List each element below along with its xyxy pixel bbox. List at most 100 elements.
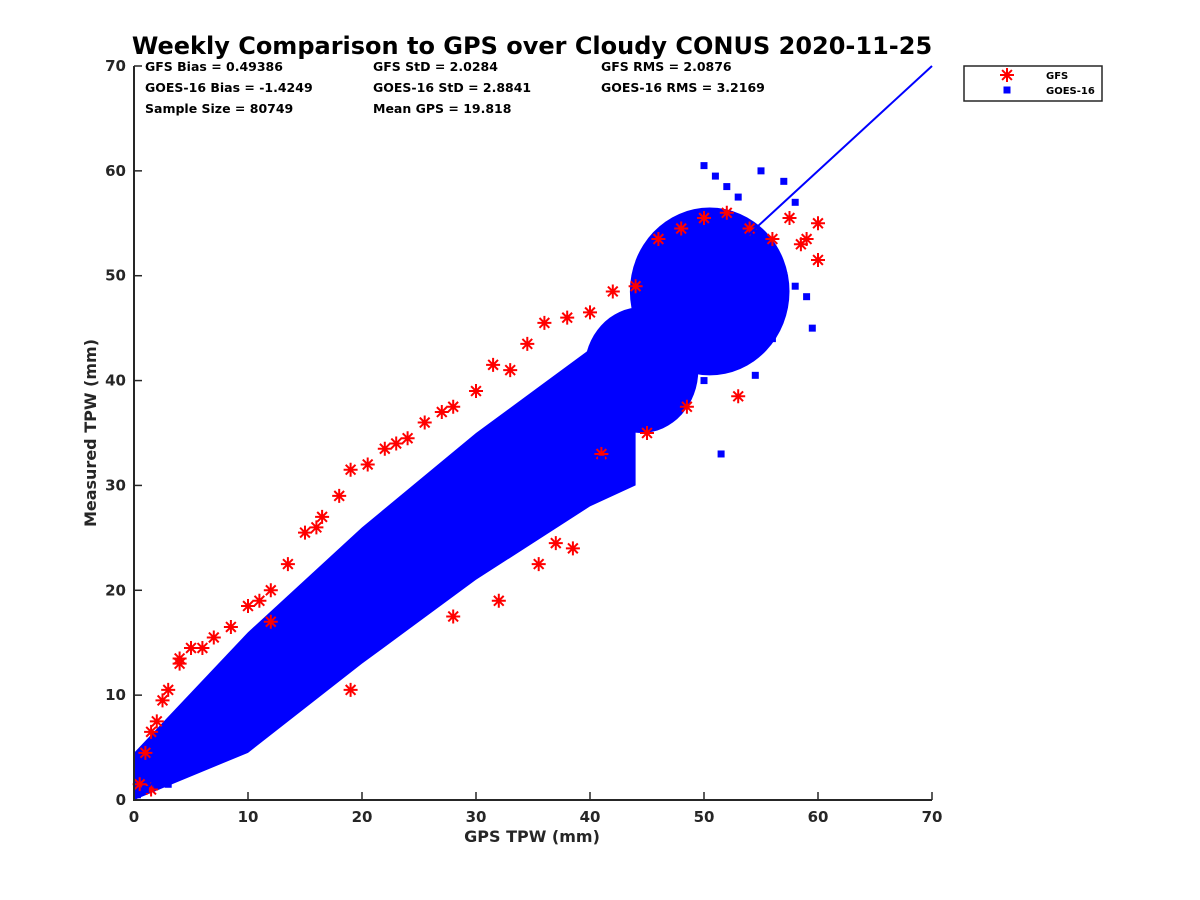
gfs-point xyxy=(469,384,483,399)
goes16-point xyxy=(808,324,816,332)
gfs-point xyxy=(537,315,552,330)
goes16-point xyxy=(529,439,537,447)
goes16-point xyxy=(597,455,605,463)
goes16-point xyxy=(461,502,469,510)
goes16-point xyxy=(449,513,457,521)
goes16-point xyxy=(575,476,583,484)
gfs-point xyxy=(400,431,415,446)
goes16-point xyxy=(381,628,389,636)
goes16-point xyxy=(164,780,172,788)
x-tick-label: 30 xyxy=(466,808,487,826)
goes16-point xyxy=(244,702,252,710)
gfs-point xyxy=(138,745,153,760)
gfs-point xyxy=(377,441,392,456)
gfs-point xyxy=(731,389,746,404)
goes16-std-text: GOES-16 StD = 2.8841 xyxy=(373,80,531,95)
goes16-point xyxy=(643,298,651,306)
goes16-point xyxy=(244,733,252,741)
y-tick-label: 50 xyxy=(105,267,126,285)
x-tick-label: 10 xyxy=(238,808,259,826)
goes16-point xyxy=(723,183,731,191)
gfs-point xyxy=(144,724,159,739)
goes16-point xyxy=(757,167,765,175)
y-tick-label: 40 xyxy=(105,372,126,390)
goes16-point xyxy=(746,314,754,322)
goes16-point xyxy=(666,314,674,322)
goes16-point xyxy=(369,586,377,594)
gfs-point xyxy=(161,682,176,697)
goes16-point xyxy=(757,251,765,259)
goes16-point xyxy=(426,534,434,542)
goes16-point xyxy=(347,607,355,615)
goes16-point xyxy=(506,460,514,468)
gfs-point xyxy=(799,232,814,247)
gfs-point xyxy=(491,593,506,608)
gfs-point xyxy=(548,536,563,551)
goes16-point xyxy=(495,471,503,479)
goes16-point xyxy=(575,398,583,406)
gfs-point xyxy=(697,211,711,226)
gfs-bias-text: GFS Bias = 0.49386 xyxy=(145,59,283,74)
goes16-point xyxy=(198,759,206,767)
goes16-point xyxy=(176,759,184,767)
goes16-point xyxy=(609,366,617,374)
goes16-point xyxy=(711,172,719,180)
gfs-point xyxy=(298,525,312,540)
gfs-point xyxy=(503,363,518,378)
goes16-point xyxy=(438,523,446,531)
gfs-point xyxy=(343,462,358,477)
gfs-point xyxy=(389,436,404,451)
legend-box xyxy=(963,65,1103,102)
legend: GFS GOES-16 xyxy=(963,65,1103,102)
gfs-std-text: GFS StD = 2.0284 xyxy=(373,59,498,74)
goes16-point xyxy=(198,744,206,752)
gfs-point xyxy=(531,557,546,572)
goes16-point xyxy=(632,345,640,353)
goes16-point xyxy=(586,387,594,395)
statistics-annotation: GFS Bias = 0.49386 GFS StD = 2.0284 GFS … xyxy=(145,59,765,116)
goes16-point xyxy=(677,256,685,264)
gfs-point xyxy=(446,399,461,414)
goes16-point xyxy=(700,282,708,290)
gfs-point xyxy=(195,640,210,655)
goes16-point xyxy=(723,261,731,269)
goes16-point xyxy=(780,272,788,280)
y-axis-ticks: 0 10 20 30 40 50 60 70 xyxy=(105,57,142,809)
gfs-point xyxy=(132,777,147,792)
legend-gfs-label: GFS xyxy=(1046,71,1068,82)
goes16-point xyxy=(672,398,679,406)
y-axis-label: Measured TPW (mm) xyxy=(81,339,100,527)
y-tick-label: 30 xyxy=(105,476,126,494)
goes16-point xyxy=(290,660,298,668)
goes16-point xyxy=(278,670,286,678)
goes16-point xyxy=(335,665,343,673)
axes: 0 10 20 30 40 50 60 70 0 10 20 30 40 50 60 70 GPS TPW … xyxy=(81,57,942,846)
x-tick-label: 0 xyxy=(129,808,139,826)
gfs-point xyxy=(583,305,597,320)
gfs-point xyxy=(184,640,198,655)
goes16-point xyxy=(404,555,412,563)
goes16-point xyxy=(734,193,742,201)
gfs-point xyxy=(565,541,580,556)
goes16-point xyxy=(472,492,480,500)
goes16-point xyxy=(164,770,172,778)
goes16-point xyxy=(312,639,320,647)
gfs-legend-asterisk xyxy=(1000,68,1014,82)
x-tick-label: 60 xyxy=(808,808,829,826)
goes16-point xyxy=(518,450,526,458)
goes16-point xyxy=(210,733,218,741)
gfs-point xyxy=(360,457,375,472)
goes16-point xyxy=(597,377,605,385)
gfs-point xyxy=(309,520,324,535)
goes16-point xyxy=(426,586,434,594)
gps-correlation-cloud xyxy=(134,307,636,800)
gfs-point xyxy=(782,211,797,226)
gfs-point xyxy=(742,221,757,236)
goes16-point xyxy=(654,324,662,332)
x-axis-ticks: 0 10 20 30 40 50 60 70 xyxy=(129,792,942,826)
gfs-point xyxy=(434,405,449,420)
goes16-point xyxy=(768,261,776,269)
gfs-point xyxy=(280,557,295,572)
goes16-point xyxy=(803,293,811,301)
